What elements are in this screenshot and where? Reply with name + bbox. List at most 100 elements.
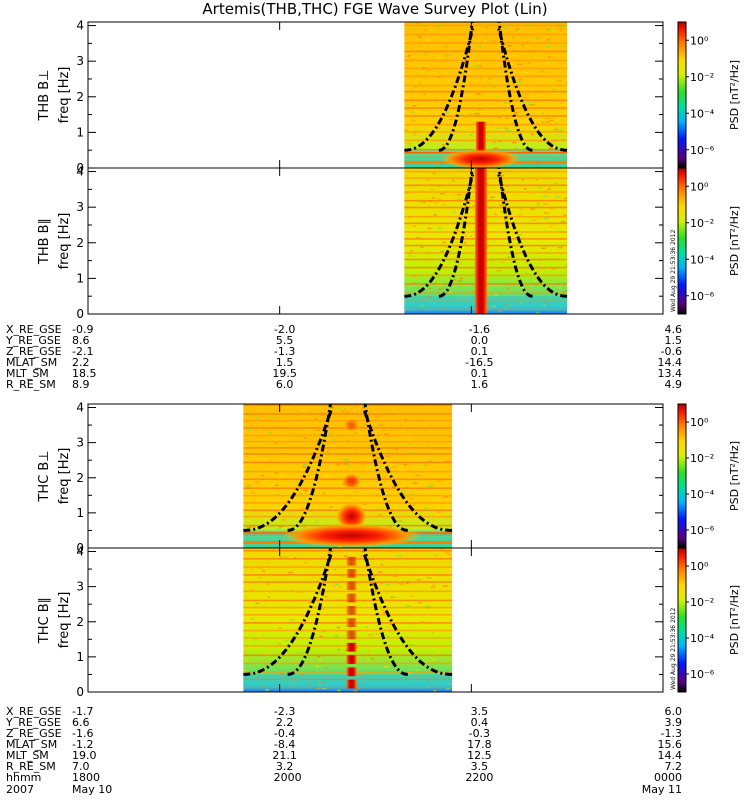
spectrogram-panel: 0 1 2 3 4 THC B⊥ freq [Hz] xyxy=(37,401,664,555)
noise-speckle xyxy=(312,463,317,466)
noise-speckle xyxy=(279,556,283,558)
noise-speckle xyxy=(323,492,326,495)
noise-speckle xyxy=(548,103,552,106)
noise-speckle xyxy=(433,214,437,216)
noise-speckle xyxy=(457,193,462,196)
noise-speckle xyxy=(459,52,464,54)
colorbar-tick-label: 10⁻⁶ xyxy=(690,290,715,303)
noise-speckle xyxy=(377,571,383,573)
noise-speckle xyxy=(544,217,550,220)
timestamp-label: Wed Aug 29 21:53:36 2012 xyxy=(670,608,677,690)
noise-speckle xyxy=(451,255,456,258)
noise-speckle xyxy=(329,506,333,508)
noise-speckle xyxy=(541,267,546,270)
noise-speckle xyxy=(503,106,508,108)
noise-speckle xyxy=(315,665,319,668)
noise-speckle xyxy=(563,228,567,230)
noise-speckle xyxy=(308,601,313,604)
noise-speckle xyxy=(274,442,279,444)
noise-speckle xyxy=(382,611,387,614)
noise-speckle xyxy=(397,560,403,563)
noise-speckle xyxy=(540,269,545,272)
noise-speckle xyxy=(324,595,328,598)
noise-speckle xyxy=(499,73,503,75)
noise-speckle xyxy=(409,497,414,500)
noise-speckle xyxy=(549,225,553,228)
y-tick-label: 0 xyxy=(76,307,84,321)
noise-speckle xyxy=(432,172,436,174)
noise-speckle xyxy=(486,214,489,217)
noise-speckle xyxy=(514,111,518,114)
noise-speckle xyxy=(519,242,523,244)
noise-speckle xyxy=(429,484,435,487)
noise-speckle xyxy=(275,609,278,611)
noise-speckle xyxy=(553,182,558,184)
noise-speckle xyxy=(441,567,445,569)
noise-speckle xyxy=(457,280,463,283)
noise-speckle xyxy=(426,555,432,557)
noise-speckle xyxy=(261,458,266,460)
noise-speckle xyxy=(495,254,498,257)
orbit-row-label: R_RE_SM xyxy=(6,378,56,391)
orbit-value: 14.4 xyxy=(658,356,683,369)
noise-speckle xyxy=(417,36,422,38)
noise-speckle xyxy=(294,557,297,559)
noise-speckle xyxy=(423,230,426,232)
noise-speckle xyxy=(409,47,414,49)
noise-speckle xyxy=(303,499,308,502)
y-tick-label: 3 xyxy=(76,436,84,450)
noise-speckle xyxy=(525,261,529,264)
spike-burst xyxy=(440,149,521,168)
noise-speckle xyxy=(330,594,336,596)
noise-speckle xyxy=(479,78,483,80)
noise-speckle xyxy=(524,93,530,95)
noise-speckle xyxy=(464,235,468,237)
y-tick-label: 3 xyxy=(76,54,84,68)
noise-speckle xyxy=(498,140,503,143)
colorbar-tick-label: 10⁻⁶ xyxy=(690,524,715,537)
noise-speckle xyxy=(468,82,474,85)
y-tick-label: 0 xyxy=(76,541,84,555)
noise-speckle xyxy=(243,651,246,653)
noise-speckle xyxy=(448,276,452,279)
y-axis-label: THB B∥ xyxy=(37,218,52,265)
noise-speckle xyxy=(251,444,254,446)
noise-speckle xyxy=(555,23,561,26)
orbit-value: 7.0 xyxy=(72,760,90,773)
noise-speckle xyxy=(365,467,371,470)
noise-speckle xyxy=(418,82,421,84)
noise-speckle xyxy=(541,112,544,114)
noise-speckle xyxy=(562,181,565,183)
noise-speckle xyxy=(542,190,548,192)
spike-segment xyxy=(346,556,357,566)
noise-speckle xyxy=(437,127,441,130)
orbit-value: -16.5 xyxy=(465,356,493,369)
noise-speckle xyxy=(407,54,411,57)
noise-speckle xyxy=(397,414,400,416)
noise-speckle xyxy=(516,111,519,113)
noise-speckle xyxy=(558,286,561,289)
noise-speckle xyxy=(269,416,274,418)
noise-speckle xyxy=(432,584,436,586)
y-axis-label: THB B⊥ xyxy=(37,69,52,121)
orbit-row-label: MLT_SM xyxy=(6,749,49,762)
noise-speckle xyxy=(403,463,408,466)
noise-speckle xyxy=(416,257,420,259)
noise-speckle xyxy=(471,35,475,37)
orbit-value: 3.9 xyxy=(665,716,683,729)
noise-speckle xyxy=(496,116,502,119)
noise-speckle xyxy=(536,271,539,273)
noise-speckle xyxy=(563,291,567,293)
y-tick-label: 1 xyxy=(76,125,84,139)
noise-speckle xyxy=(557,246,563,249)
orbit-row-label: X_RE_GSE xyxy=(6,705,62,718)
noise-speckle xyxy=(426,486,431,488)
noise-speckle xyxy=(405,548,411,550)
noise-speckle xyxy=(397,520,403,522)
colorbar-label: PSD [nT²/Hz] xyxy=(728,60,741,130)
orbit-value: 18.5 xyxy=(72,367,97,380)
noise-speckle xyxy=(547,56,552,58)
noise-speckle xyxy=(275,484,279,486)
orbit-row-label: R_RE_SM xyxy=(6,760,56,773)
noise-speckle xyxy=(489,260,493,263)
